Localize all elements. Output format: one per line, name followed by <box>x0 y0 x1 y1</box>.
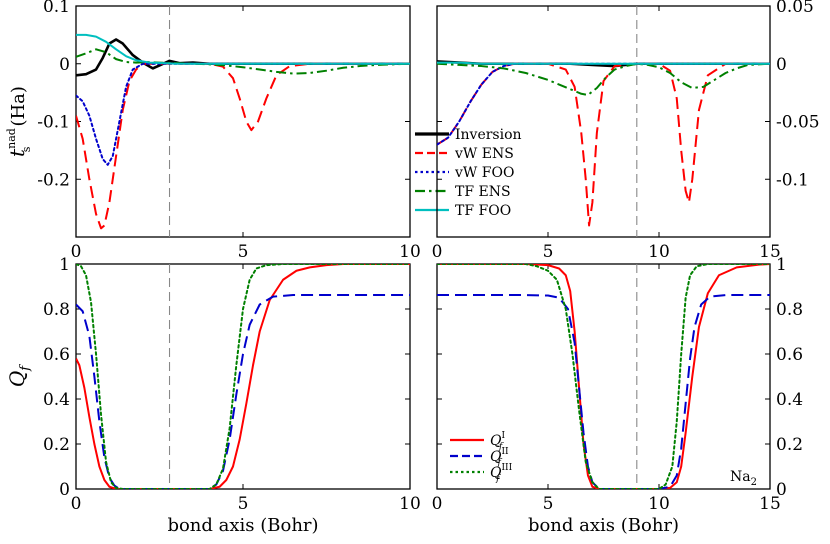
series-line <box>437 61 770 65</box>
y-tick-label: 0.1 <box>43 0 70 17</box>
axes-frame <box>75 263 411 490</box>
x-tick-label: 0 <box>71 242 82 262</box>
y-tick-label: 1 <box>776 255 787 275</box>
axes-frame <box>436 263 771 490</box>
legend-label: QIII f <box>490 463 513 484</box>
series-group <box>437 60 770 227</box>
series-line <box>437 294 770 489</box>
x-tick-label: 15 <box>759 242 781 262</box>
x-tick-label: 10 <box>648 494 670 514</box>
y-tick-label: 0.8 <box>776 300 803 320</box>
legend-label: vW ENS <box>454 146 514 162</box>
y-tick-label: -0.2 <box>37 170 70 190</box>
x-tick-label: 5 <box>543 242 554 262</box>
y-tick-label: 1 <box>59 255 70 275</box>
series-group <box>76 264 410 489</box>
molecule-annotation: Na2 <box>730 469 757 488</box>
y-axis-label: tnads(Ha) <box>5 86 33 157</box>
series-line <box>76 33 410 65</box>
y-tick-label: 0 <box>59 480 70 500</box>
series-line <box>76 294 410 489</box>
series-group <box>76 33 410 230</box>
y-tick-label: 0.05 <box>776 0 814 17</box>
y-tick-label: 0 <box>59 55 70 75</box>
y-tick-label: 0.4 <box>776 390 803 410</box>
y-tick-label: -0.1 <box>37 113 70 133</box>
x-tick-label: 5 <box>238 242 249 262</box>
x-axis-label: bond axis (Bohr) <box>528 515 679 536</box>
axes-frame <box>75 5 411 238</box>
y-tick-label: 0.8 <box>43 300 70 320</box>
series-line <box>76 264 410 489</box>
x-tick-label: 10 <box>399 242 421 262</box>
panel-bottom-left: 0 5 10 0 0.2 0.4 0.6 0.8 1 Qf bond axis (Bohr) <box>5 255 421 536</box>
y-tick-label: 0 <box>776 480 787 500</box>
panel-top-right: 0 5 10 15 0.05 0 -0.05 -0.1 <box>432 0 820 262</box>
series-line <box>76 62 410 166</box>
legend-label: QII f <box>490 447 509 468</box>
x-tick-label: 5 <box>238 494 249 514</box>
legend-label: TF ENS <box>455 184 511 200</box>
x-tick-label: 0 <box>71 494 82 514</box>
legend-label: Inversion <box>455 127 522 143</box>
y-tick-label: 0 <box>776 55 787 75</box>
legend-label: TF FOO <box>455 203 511 219</box>
series-group <box>437 264 770 489</box>
series-line <box>437 62 770 227</box>
y-tick-label: -0.1 <box>776 170 809 190</box>
y-tick-label: 0.2 <box>776 435 803 455</box>
x-tick-label: 10 <box>648 242 670 262</box>
series-line <box>437 264 770 489</box>
legend-label: vW FOO <box>454 165 514 181</box>
y-tick-label: 0.6 <box>43 345 70 365</box>
series-line <box>76 48 410 75</box>
x-tick-label: 5 <box>543 494 554 514</box>
legend-label: QI f <box>490 431 505 452</box>
x-tick-label: 10 <box>399 494 421 514</box>
y-axis-label: Qf <box>5 364 33 387</box>
y-tick-label: -0.05 <box>776 113 820 133</box>
x-tick-label: 0 <box>432 242 443 262</box>
x-tick-label: 15 <box>759 494 781 514</box>
x-axis-label: bond axis (Bohr) <box>167 515 318 536</box>
y-tick-label: 0.6 <box>776 345 803 365</box>
legend: Inversion vW ENS vW FOO TF ENS TF FOO <box>415 127 522 219</box>
y-tick-label: 0.4 <box>43 390 70 410</box>
x-tick-label: 0 <box>432 494 443 514</box>
series-line <box>76 38 410 77</box>
series-line <box>76 264 410 489</box>
series-line <box>437 264 770 489</box>
y-tick-label: 0.2 <box>43 435 70 455</box>
